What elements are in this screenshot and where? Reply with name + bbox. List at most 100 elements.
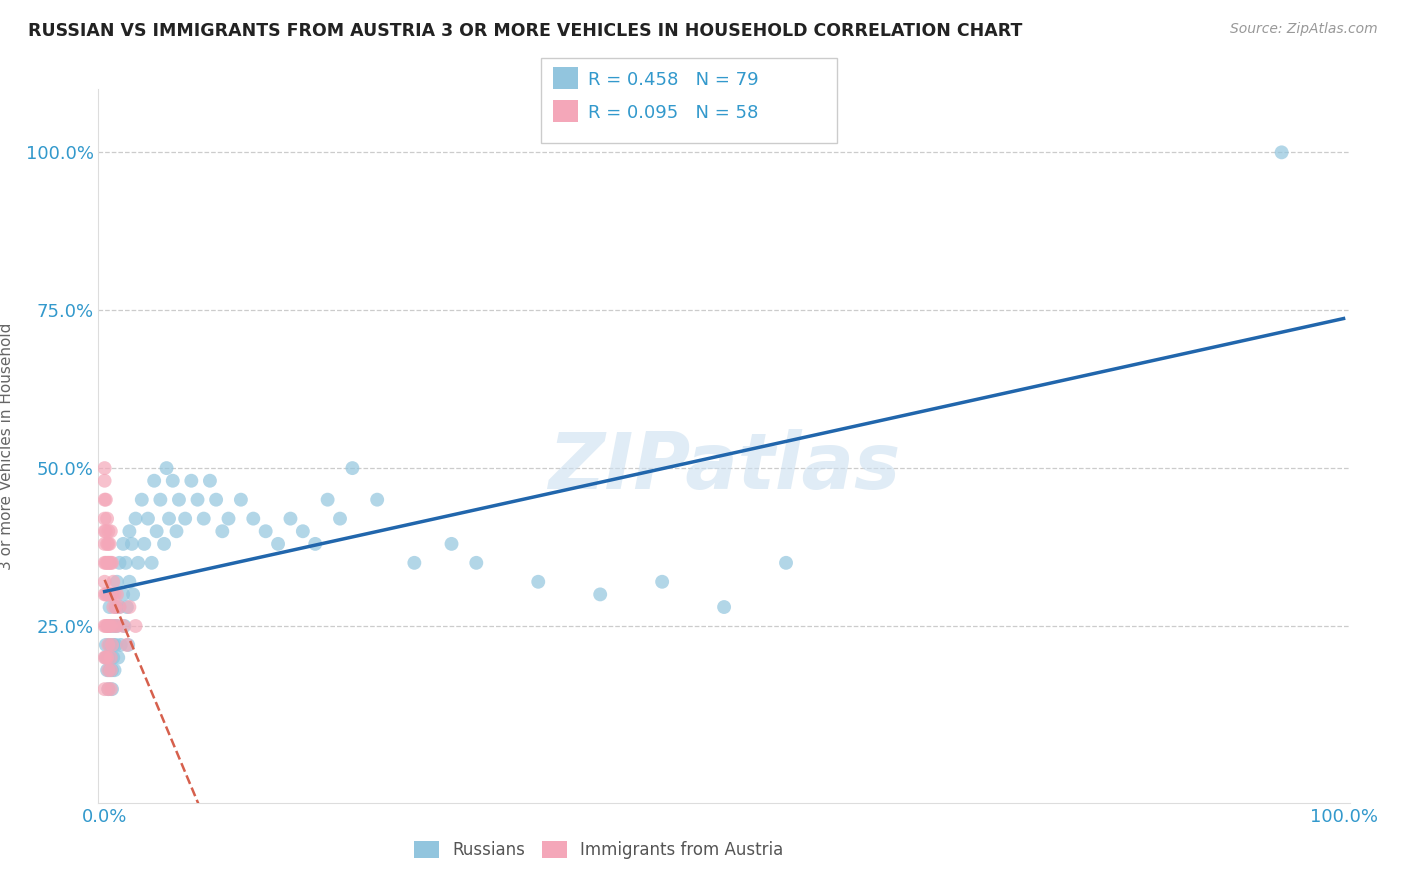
Point	[105, 587, 128, 601]
Point	[96, 587, 118, 601]
Point	[153, 537, 176, 551]
Point	[1271, 145, 1294, 160]
Point	[93, 619, 115, 633]
Point	[134, 537, 156, 551]
Point	[121, 537, 143, 551]
Point	[124, 511, 146, 525]
Point	[100, 587, 122, 601]
Point	[97, 619, 120, 633]
Point	[93, 682, 115, 697]
Point	[93, 574, 115, 589]
Point	[103, 619, 125, 633]
Point	[101, 638, 124, 652]
Point	[100, 650, 122, 665]
Point	[97, 638, 120, 652]
Point	[101, 556, 124, 570]
Point	[97, 682, 120, 697]
Point	[101, 587, 124, 601]
Point	[93, 587, 115, 601]
Point	[775, 556, 797, 570]
Point	[143, 474, 166, 488]
Point	[304, 537, 326, 551]
Point	[205, 492, 228, 507]
Point	[127, 556, 149, 570]
Point	[174, 511, 197, 525]
Point	[112, 587, 135, 601]
Point	[329, 511, 352, 525]
Point	[589, 587, 612, 601]
Point	[94, 524, 117, 539]
Point	[96, 511, 118, 525]
Point	[100, 587, 122, 601]
Point	[651, 574, 673, 589]
Point	[97, 524, 120, 539]
Point	[93, 537, 115, 551]
Point	[162, 474, 184, 488]
Point	[193, 511, 215, 525]
Point	[198, 474, 221, 488]
Point	[103, 650, 125, 665]
Point	[118, 524, 141, 539]
Point	[440, 537, 463, 551]
Point	[167, 492, 190, 507]
Point	[211, 524, 233, 539]
Point	[96, 663, 118, 677]
Point	[97, 682, 120, 697]
Point	[465, 556, 488, 570]
Point	[713, 600, 735, 615]
Point	[115, 600, 138, 615]
Point	[98, 619, 121, 633]
Point	[93, 650, 115, 665]
Point	[118, 574, 141, 589]
Point	[97, 619, 120, 633]
Point	[112, 619, 135, 633]
Point	[100, 619, 122, 633]
Point	[291, 524, 314, 539]
Point	[103, 619, 125, 633]
Point	[114, 619, 136, 633]
Point	[124, 619, 146, 633]
Point	[100, 663, 122, 677]
Text: Source: ZipAtlas.com: Source: ZipAtlas.com	[1230, 22, 1378, 37]
Text: R = 0.095   N = 58: R = 0.095 N = 58	[588, 104, 758, 122]
Point	[107, 650, 129, 665]
Point	[94, 650, 117, 665]
Text: RUSSIAN VS IMMIGRANTS FROM AUSTRIA 3 OR MORE VEHICLES IN HOUSEHOLD CORRELATION C: RUSSIAN VS IMMIGRANTS FROM AUSTRIA 3 OR …	[28, 22, 1022, 40]
Point	[97, 537, 120, 551]
Point	[366, 492, 388, 507]
Point	[93, 492, 115, 507]
Point	[98, 638, 121, 652]
Point	[149, 492, 172, 507]
Point	[105, 619, 128, 633]
Point	[105, 619, 128, 633]
Point	[157, 511, 180, 525]
Point	[145, 524, 167, 539]
Point	[103, 663, 125, 677]
Point	[114, 556, 136, 570]
Point	[96, 537, 118, 551]
Point	[94, 650, 117, 665]
Point	[97, 650, 120, 665]
Point	[94, 619, 117, 633]
Point	[97, 556, 120, 570]
Point	[218, 511, 240, 525]
Text: ZIPatlas: ZIPatlas	[548, 429, 900, 506]
Point	[104, 600, 127, 615]
Point	[98, 556, 121, 570]
Point	[100, 650, 122, 665]
Y-axis label: 3 or more Vehicles in Household: 3 or more Vehicles in Household	[0, 322, 14, 570]
Point	[229, 492, 252, 507]
Point	[118, 600, 141, 615]
Point	[342, 461, 364, 475]
Point	[98, 663, 121, 677]
Point	[103, 574, 125, 589]
Point	[96, 650, 118, 665]
Point	[100, 556, 122, 570]
Point	[93, 524, 115, 539]
Point	[527, 574, 550, 589]
Point	[122, 587, 145, 601]
Point	[103, 600, 125, 615]
Point	[100, 524, 122, 539]
Point	[404, 556, 426, 570]
Point	[141, 556, 163, 570]
